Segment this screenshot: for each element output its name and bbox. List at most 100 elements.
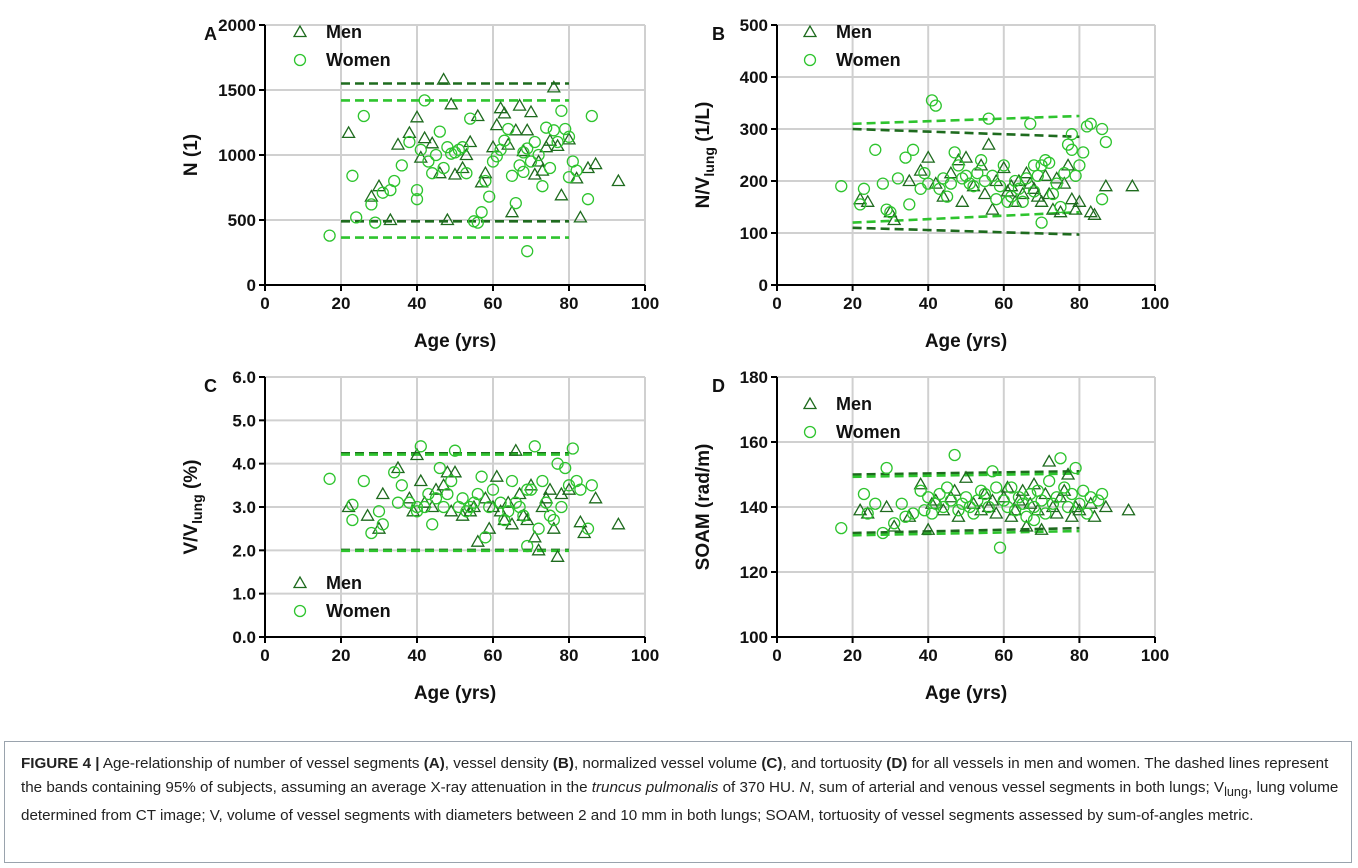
- data-point-triangle: [493, 100, 508, 114]
- data-point-triangle: [455, 508, 470, 521]
- data-point-triangle: [1098, 178, 1113, 192]
- data-point-circle: [982, 500, 995, 514]
- panel-b: 0 20 40 60 80 100 0 100 200 300 400 500 Age (yrs) N/V…: [693, 16, 1169, 352]
- y-axis-title-main: V/V: [181, 524, 202, 555]
- data-point-circle: [494, 496, 507, 509]
- data-point-circle: [388, 174, 401, 188]
- data-point-circle: [540, 121, 553, 134]
- data-point-circle: [1065, 487, 1078, 501]
- data-point-circle: [395, 159, 408, 172]
- data-point-triangle: [913, 163, 928, 176]
- caption-text-3: , normalized vessel volume: [573, 755, 762, 772]
- legend-label: Women: [326, 601, 391, 621]
- data-point-triangle: [902, 173, 917, 187]
- data-point-circle: [1073, 159, 1086, 172]
- data-point-circle: [948, 448, 961, 462]
- data-point-circle: [1092, 494, 1105, 507]
- data-point-circle: [1050, 491, 1063, 504]
- data-point-circle: [471, 487, 484, 501]
- data-point-circle: [483, 190, 496, 203]
- data-point-triangle: [1057, 176, 1072, 189]
- data-point-triangle: [1023, 496, 1038, 509]
- data-point-circle: [1020, 510, 1033, 523]
- data-point-triangle: [432, 165, 447, 179]
- data-point-triangle: [504, 204, 520, 218]
- y-tick-label: 0: [247, 276, 256, 295]
- data-point-circle: [940, 481, 954, 494]
- series-women: [323, 94, 598, 258]
- data-point-circle: [460, 505, 473, 518]
- data-point-circle: [876, 177, 889, 190]
- data-point-triangle: [554, 187, 569, 201]
- data-point-circle: [486, 483, 500, 496]
- data-point-triangle: [463, 134, 478, 148]
- legend: Men Women: [802, 394, 901, 442]
- legend-marker-triangle: [802, 24, 818, 38]
- data-point-triangle: [1060, 467, 1076, 480]
- data-point-circle: [914, 484, 927, 497]
- data-point-circle: [1039, 507, 1052, 520]
- data-point-triangle: [520, 512, 535, 526]
- panel-letter: D: [712, 376, 725, 396]
- data-point-triangle: [1034, 522, 1049, 535]
- y-tick-label: 120: [740, 563, 768, 582]
- data-point-circle: [963, 177, 976, 190]
- y-tick-label: 300: [740, 120, 768, 139]
- band-line: [852, 226, 1080, 236]
- data-point-circle: [585, 479, 598, 492]
- data-point-circle: [1020, 172, 1033, 185]
- figure-caption: FIGURE 4 | Age-relationship of number of…: [21, 752, 1341, 828]
- data-point-circle: [357, 474, 370, 488]
- data-point-circle: [540, 496, 553, 509]
- data-point-circle: [543, 161, 557, 175]
- x-tick-label: 60: [994, 294, 1013, 313]
- x-axis-title: Age (yrs): [414, 331, 496, 352]
- caption-box: FIGURE 4 | Age-relationship of number of…: [4, 741, 1352, 863]
- data-point-circle: [437, 500, 450, 514]
- data-point-circle: [403, 496, 416, 509]
- data-point-circle: [952, 504, 965, 517]
- data-point-circle: [1035, 216, 1048, 229]
- data-point-triangle: [611, 173, 626, 187]
- data-point-circle: [1043, 156, 1056, 169]
- data-point-circle: [502, 122, 515, 136]
- data-point-triangle: [1042, 454, 1057, 467]
- legend-marker-triangle: [292, 575, 308, 589]
- data-point-circle: [835, 521, 848, 535]
- data-point-circle: [445, 474, 458, 488]
- series-women: [835, 448, 1109, 554]
- caption-italic-truncus: truncus pulmonalis: [591, 778, 719, 796]
- data-point-circle: [376, 518, 389, 531]
- data-point-triangle: [977, 486, 993, 500]
- x-tick-label: 40: [919, 646, 938, 665]
- data-point-circle: [861, 507, 874, 520]
- band-line: [852, 127, 1080, 139]
- y-axis-title: V/Vlung (%): [181, 460, 205, 555]
- data-point-circle: [460, 167, 473, 180]
- y-tick-label: 100: [740, 628, 768, 647]
- y-tick-label: 3.0: [232, 498, 256, 517]
- x-tick-label: 20: [843, 646, 862, 665]
- data-point-triangle: [1026, 476, 1042, 490]
- data-point-triangle: [550, 138, 565, 152]
- data-point-circle: [1027, 500, 1041, 514]
- caption-text-5: for all vessels in men and women. The da…: [21, 755, 1329, 796]
- data-point-circle: [547, 513, 560, 527]
- data-point-circle: [944, 494, 958, 507]
- data-point-circle: [929, 99, 942, 112]
- data-point-triangle: [588, 156, 603, 170]
- caption-figure-label: FIGURE 4 |: [21, 755, 100, 772]
- data-point-circle: [1024, 487, 1037, 501]
- data-point-triangle: [985, 202, 1000, 215]
- y-axis-title-subscript: lung: [189, 494, 205, 524]
- data-point-triangle: [1087, 509, 1102, 522]
- data-point-triangle: [409, 447, 425, 461]
- panel-letter: B: [712, 24, 725, 44]
- band-line: [852, 114, 1080, 126]
- data-point-circle: [437, 161, 450, 175]
- data-point-circle: [1084, 491, 1097, 504]
- data-point-circle: [403, 135, 416, 149]
- data-point-triangle: [966, 178, 981, 192]
- x-tick-label: 0: [772, 646, 781, 665]
- legend-label: Men: [836, 22, 872, 42]
